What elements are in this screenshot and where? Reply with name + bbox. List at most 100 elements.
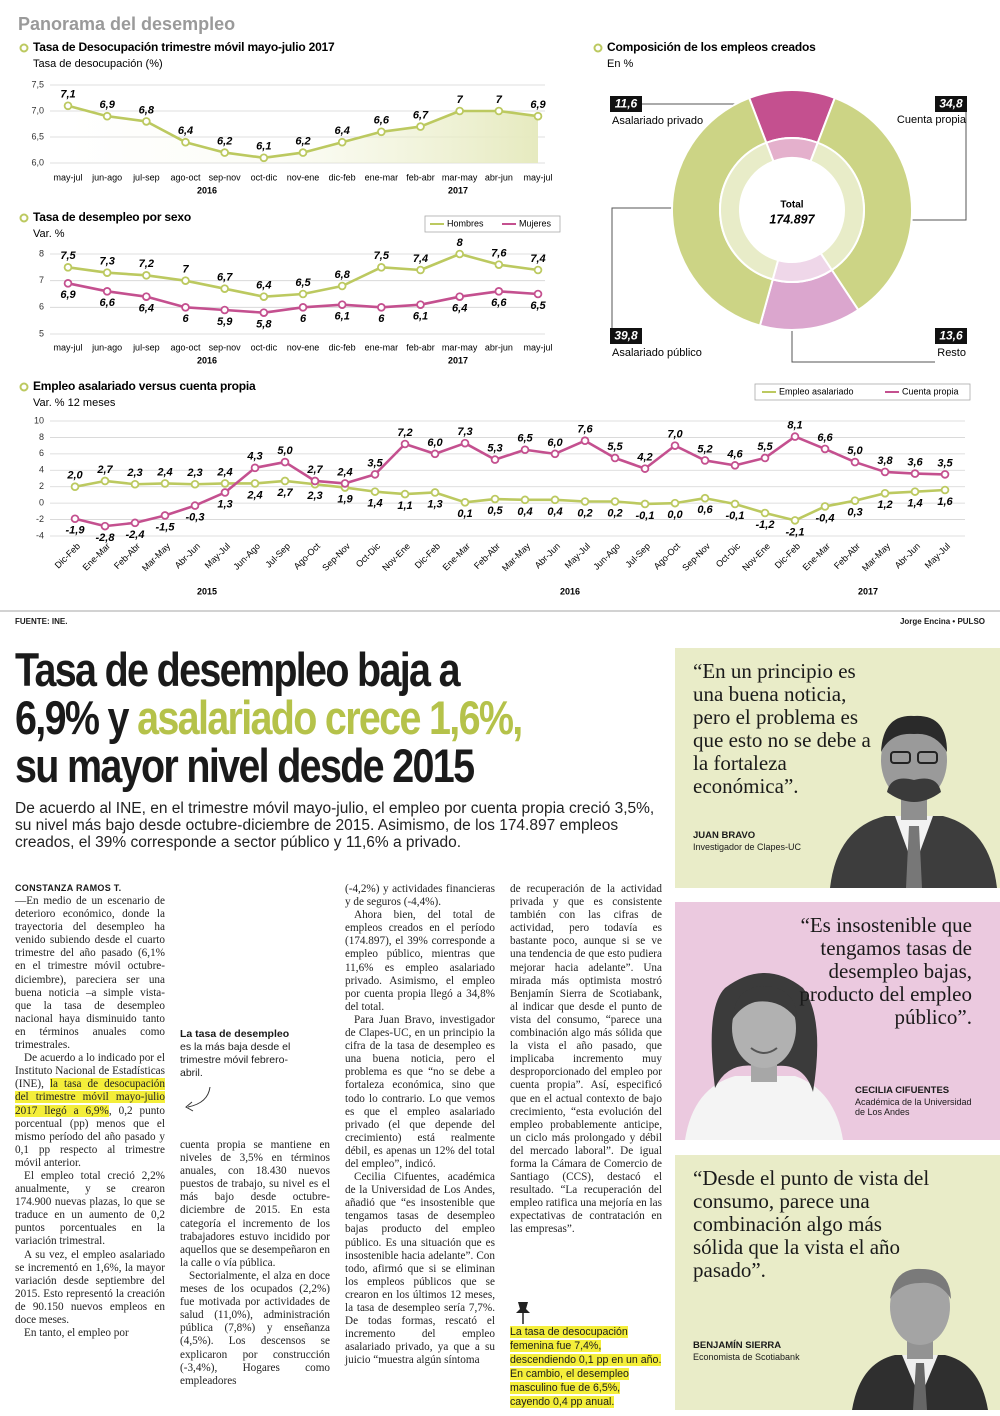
y-tick-label: 4 [39,465,44,475]
data-label: 6 [378,313,385,325]
data-label: 7 [182,264,189,276]
data-label: 7,2 [397,427,412,439]
portrait-head [732,988,796,1068]
data-label: 6,5 [295,277,311,289]
data-label: 3,5 [367,457,383,469]
data-point [181,303,190,312]
x-tick-label: Ago-Oct [292,541,323,572]
x-tick-label: Abr-Jun [533,541,562,570]
data-point [63,263,73,272]
data-point [730,461,740,470]
y-tick-label: 10 [34,415,44,425]
data-label: 0,1 [457,508,472,520]
chart-title: Composición de los empleos creados [607,40,816,54]
quote-box: “Desde el punto de vista del consumo, pa… [675,1155,1000,1410]
data-point [142,117,151,126]
title-marker [593,43,603,53]
chart-subtitle: Tasa de desocupación (%) [33,58,163,70]
value-box [935,328,967,344]
data-label: 2,4 [246,489,262,501]
data-label: 1,6 [937,496,953,508]
data-label: 4,2 [636,452,652,464]
slice-label: Cuenta propia [897,114,967,126]
headline-line: Tasa de desempleo baja a [15,643,461,696]
data-point [220,488,230,497]
x-tick-label: Sep-Nov [680,541,712,573]
data-point [730,499,740,509]
data-point [181,276,190,285]
x-tick-label: nov-ene [287,342,320,352]
data-label: 6 [300,313,307,325]
data-label: 7 [457,94,464,106]
quote-name: CECILIA CIFUENTES [855,1085,950,1096]
pin-head [516,1302,530,1313]
x-tick-label: may-jul [523,342,552,352]
data-label: 6,0 [547,437,563,449]
data-point [533,289,543,299]
data-point [190,501,200,510]
data-label: 2,3 [186,467,202,479]
x-tick-label: ene-mar [365,172,399,182]
data-point [298,303,308,312]
data-point [340,479,350,488]
data-point [250,463,260,473]
data-label: -1,9 [66,525,86,537]
data-point [400,439,410,449]
paragraph: Para Juan Bravo, investigador de Clapes-… [345,1014,495,1171]
data-label: 8,1 [787,420,802,432]
y-tick-label: 6 [39,448,44,458]
y-tick-label: -2 [36,514,44,524]
quote-role: Economista de Scotiabank [693,1352,800,1362]
data-point [610,497,620,506]
x-tick-label: may-jul [53,172,82,182]
paragraph: En tanto, el empleo por [15,1327,165,1340]
portrait-body [685,1076,843,1140]
x-tick-label: Ene-Mar [81,541,112,572]
y-tick-label: 6,5 [31,131,44,141]
x-tick-label: Feb-Abr [112,541,142,571]
data-point [580,497,590,506]
data-label: 6,2 [295,136,310,148]
data-label: 0,0 [667,509,683,521]
data-label: 1,4 [907,498,922,510]
x-tick-label: Feb-Abr [472,541,502,571]
data-point [377,127,386,137]
chart-subtitle: Var. % 12 meses [33,397,116,409]
text-column: —En medio de un escenario de deterioro e… [15,895,165,1340]
data-point [416,300,425,309]
data-point [610,453,620,463]
data-label: 6,7 [413,110,429,122]
data-label: 6 [182,313,189,325]
data-point [100,521,110,531]
slice-label: Asalariado privado [612,115,703,127]
body-text: , 0,2 punto porcentual (pp) menos que el… [15,1104,166,1169]
data-label: 3,8 [877,455,893,467]
quote-text: “Es insostenible que tengamos tasas de d… [799,913,972,1029]
data-point [400,489,410,499]
y-tick-label: 7,5 [31,79,44,89]
data-label: -0,4 [816,512,835,524]
data-point [460,498,470,507]
data-label: 5,0 [277,445,293,457]
paragraph: de recuperación de la actividad privada … [510,883,662,1237]
data-label: 7,4 [413,253,428,265]
title-marker [19,213,29,223]
data-point [70,482,80,492]
data-point [940,470,950,479]
data-point [102,287,112,296]
x-tick-label: abr-jun [485,342,513,352]
headline: Tasa de desempleo baja a 6,9% y asalaria… [15,646,653,790]
data-point [63,101,73,111]
x-tick-label: jun-ago [91,342,122,352]
quote-name: BENJAMÍN SIERRA [693,1340,782,1351]
data-label: -0,3 [186,512,205,524]
source: FUENTE: INE. [15,617,68,626]
data-label: 6,6 [100,297,116,309]
legend-label: Hombres [447,218,484,228]
data-label: 6,1 [256,141,271,153]
data-point [250,479,260,488]
leader-line [912,112,967,221]
data-label: -1,5 [156,521,176,533]
data-point [640,499,650,509]
